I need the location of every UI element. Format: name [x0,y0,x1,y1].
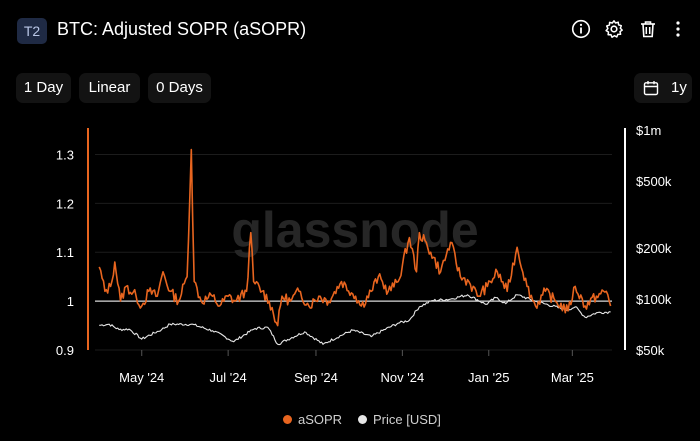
right-axis-tick-label: $500k [636,174,672,189]
resolution-dropdown[interactable]: 1 Day [16,73,71,103]
chart-title: BTC: Adjusted SOPR (aSOPR) [57,19,307,39]
asopr-swatch [283,414,292,424]
x-axis-tick-label: Jul '24 [210,370,247,385]
legend-price-label: Price [USD] [373,411,441,427]
info-icon[interactable] [569,17,593,41]
more-options-icon[interactable] [670,17,686,41]
left-axis-tick-label: 1.3 [56,147,74,162]
right-axis-tick-label: $100k [636,292,672,307]
scale-dropdown[interactable]: Linear [79,73,140,103]
sma-dropdown[interactable]: 0 Days [148,73,211,103]
x-axis-tick-label: Mar '25 [551,370,594,385]
left-axis-tick-label: 1 [67,294,74,309]
chart-area[interactable]: glassnode 0.9 1 1.1 1.2 1.3 $50k $100k $200k $50… [0,110,700,400]
x-axis-tick-label: Nov '24 [381,370,425,385]
tier-badge: T2 [17,18,47,44]
glassnode-watermark: glassnode [231,202,478,258]
date-range-label: 1y [671,79,687,96]
left-axis-tick-label: 1.1 [56,245,74,260]
left-axis-tick-label: 1.2 [56,196,74,211]
x-axis-tick-label: Sep '24 [294,370,338,385]
legend-item-price[interactable]: Price [USD] [358,410,441,428]
right-axis-tick-label: $200k [636,241,672,256]
price-series-line [99,294,611,346]
delete-trash-icon[interactable] [636,17,660,41]
x-axis-tick-label: May '24 [119,370,164,385]
date-range-picker[interactable]: 1y [634,73,692,103]
legend-asopr-label: aSOPR [298,411,343,427]
x-axis-tick-label: Jan '25 [468,370,510,385]
left-axis-tick-label: 0.9 [56,343,74,358]
price-swatch [358,414,367,424]
asopr-chart: glassnode 0.9 1 1.1 1.2 1.3 $50k $100k $200k $50… [56,123,672,385]
legend-item-asopr[interactable]: aSOPR [283,410,342,428]
calendar-icon [643,81,659,96]
asopr-series-line [98,148,612,327]
chart-header: T2 BTC: Adjusted SOPR (aSOPR) [0,0,700,62]
settings-gear-icon[interactable] [602,17,626,41]
right-axis-tick-label: $50k [636,343,665,358]
right-axis-tick-label: $1m [636,123,661,138]
